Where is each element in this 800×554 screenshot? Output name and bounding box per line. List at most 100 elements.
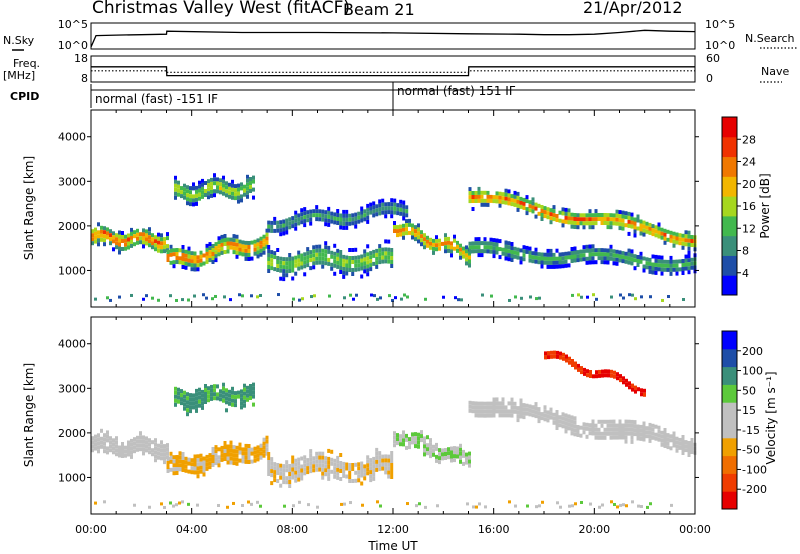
- scatter-cell: [522, 205, 526, 210]
- scatter-cell: [654, 432, 658, 437]
- scatter-cell: [273, 251, 277, 256]
- scatter-cell: [324, 245, 328, 250]
- scatter-cell: [558, 218, 562, 223]
- scatter-cell: [630, 212, 634, 217]
- scatter-cell: [160, 502, 163, 506]
- scatter-cell: [205, 458, 209, 463]
- scatter-cell: [490, 294, 493, 298]
- scatter-cell: [570, 431, 574, 436]
- scatter-cell: [606, 419, 610, 424]
- scatter-cell: [270, 481, 274, 486]
- scatter-cell: [474, 245, 478, 250]
- scatter-cell: [273, 474, 277, 479]
- scatter-cell: [211, 447, 215, 451]
- scatter-cell: [327, 249, 331, 254]
- scatter-cell: [690, 239, 694, 243]
- scatter-cell: [186, 404, 189, 409]
- scatter-cell: [492, 238, 496, 243]
- scatter-cell: [621, 210, 625, 215]
- colorbar-tick-label: 200: [742, 345, 763, 358]
- scatter-cell: [642, 232, 646, 237]
- scatter-cell: [217, 240, 221, 245]
- scatter-cell: [205, 247, 209, 252]
- scatter-cell: [238, 247, 242, 252]
- scatter-cell: [477, 190, 481, 195]
- scatter-cell: [232, 238, 236, 243]
- scatter-cell: [205, 454, 209, 459]
- scatter-cell: [648, 257, 652, 262]
- scatter-cell: [597, 419, 601, 424]
- time-axis-label: Time UT: [367, 539, 418, 553]
- scatter-cell: [408, 445, 411, 450]
- scatter-cell: [339, 266, 343, 270]
- scatter-cell: [561, 412, 565, 417]
- scatter-cell: [579, 253, 583, 258]
- scatter-cell: [624, 259, 628, 264]
- scatter-cell: [486, 405, 490, 410]
- scatter-cell: [241, 252, 245, 257]
- scatter-cell: [622, 503, 625, 507]
- scatter-cell: [285, 460, 289, 465]
- scatter-cell: [627, 248, 631, 253]
- scatter-cell: [615, 435, 619, 440]
- scatter-cell: [225, 185, 228, 190]
- scatter-cell: [217, 244, 221, 249]
- scatter-cell: [483, 401, 487, 406]
- scatter-cell: [330, 254, 334, 259]
- scatter-cell: [244, 447, 248, 452]
- scatter-cell: [369, 458, 373, 463]
- scatter-cell: [303, 252, 307, 257]
- colorbar-swatch: [722, 402, 737, 421]
- scatter-cell: [390, 260, 394, 264]
- scatter-cell: [675, 271, 679, 276]
- scatter-cell: [234, 399, 237, 404]
- scatter-cell: [520, 296, 523, 300]
- scatter-cell: [100, 428, 103, 433]
- scatter-cell: [273, 462, 277, 467]
- scatter-cell: [654, 229, 658, 234]
- scatter-cell: [453, 450, 456, 455]
- scatter-cell: [483, 237, 487, 242]
- scatter-cell: [220, 238, 224, 243]
- scatter-cell: [192, 405, 195, 410]
- scatter-cell: [660, 442, 664, 447]
- scatter-cell: [288, 257, 292, 261]
- scatter-cell: [103, 449, 106, 454]
- scatter-cell: [315, 209, 319, 214]
- scatter-cell: [510, 254, 514, 258]
- scatter-cell: [507, 249, 511, 254]
- scatter-cell: [558, 252, 562, 257]
- scatter-cell: [601, 369, 604, 374]
- scatter-cell: [379, 296, 382, 300]
- scatter-cell: [363, 464, 367, 469]
- scatter-cell: [327, 245, 331, 250]
- scatter-cell: [294, 458, 298, 463]
- scatter-cell: [148, 438, 151, 443]
- scatter-cell: [675, 440, 679, 445]
- scatter-cell: [226, 245, 230, 250]
- scatter-cell: [618, 254, 622, 259]
- scatter-cell: [282, 265, 286, 270]
- scatter-cell: [384, 454, 388, 459]
- scatter-cell: [489, 413, 493, 418]
- scatter-cell: [354, 220, 358, 225]
- scatter-cell: [352, 297, 355, 301]
- scatter-cell: [495, 405, 499, 410]
- scatter-cell: [438, 456, 441, 461]
- scatter-cell: [166, 254, 170, 258]
- scatter-cell: [219, 190, 222, 195]
- scatter-cell: [118, 250, 121, 255]
- scatter-cell: [246, 385, 249, 390]
- scatter-cell: [498, 405, 502, 410]
- scatter-cell: [669, 267, 673, 272]
- scatter-cell: [547, 351, 550, 356]
- scatter-cell: [244, 459, 248, 464]
- scatter-cell: [267, 261, 271, 265]
- scatter-cell: [276, 471, 280, 475]
- scatter-cell: [142, 447, 145, 452]
- scatter-cell: [582, 217, 586, 222]
- scatter-cell: [636, 226, 640, 231]
- scatter-cell: [651, 262, 655, 267]
- scatter-cell: [613, 370, 616, 375]
- scatter-cell: [303, 219, 307, 224]
